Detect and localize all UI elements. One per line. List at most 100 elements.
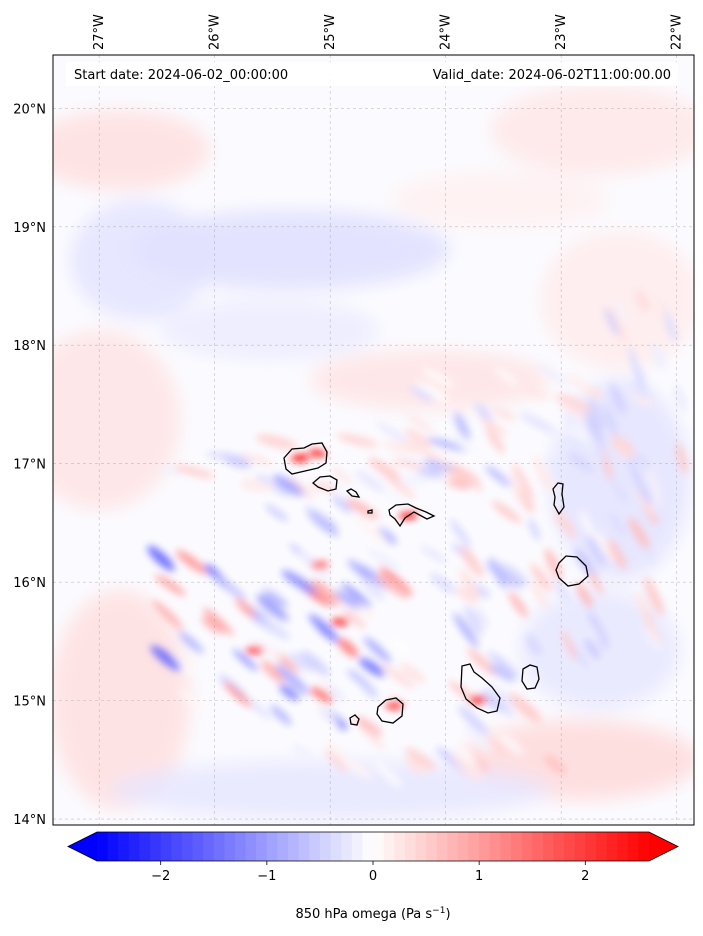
field-streak (557, 393, 593, 412)
field-streak (497, 561, 530, 586)
field-streak (635, 289, 650, 313)
field-streak (177, 689, 209, 710)
colorbar-segment (245, 832, 257, 861)
island-santo-antao (283, 442, 328, 475)
field-streak (389, 638, 410, 655)
field-streak (239, 453, 275, 466)
colorbar-segment (150, 832, 162, 861)
island-brava (349, 714, 360, 726)
field-streak (270, 704, 292, 726)
field-streak (381, 663, 415, 690)
colorbar-outline (67, 831, 679, 862)
field-streak (467, 648, 497, 676)
field-streak (255, 434, 298, 449)
field-streak (174, 464, 216, 479)
field-streak (246, 633, 282, 660)
field-streak (406, 414, 436, 434)
field-streak (574, 547, 593, 576)
field-streak (565, 426, 590, 442)
field-streak (610, 433, 633, 449)
field-streak (309, 699, 339, 728)
field-streak (603, 404, 618, 437)
colorbar-title-text: 850 hPa omega (Pa s (295, 907, 432, 922)
field-streak (325, 738, 347, 760)
field-streak (609, 467, 630, 497)
colorbar-segment (171, 832, 183, 861)
colorbar-segment (394, 832, 406, 861)
field-streak (262, 590, 289, 607)
field-streak (643, 433, 656, 457)
lat-tick-label: 19°N (13, 221, 46, 236)
colorbar-tick-label: −2 (151, 869, 170, 884)
field-streak (345, 498, 379, 520)
colorbar-segment (383, 832, 395, 861)
field-streak (355, 470, 385, 493)
lon-tick-label: 23°W (554, 14, 569, 50)
field-streak (532, 456, 556, 495)
field-streak (634, 485, 655, 517)
field-streak (487, 737, 510, 755)
field-streak (553, 509, 577, 539)
field-streak (334, 590, 361, 609)
field-streak (651, 342, 667, 371)
field-streak (152, 599, 183, 630)
island-sal (552, 482, 565, 516)
colorbar-segment (447, 832, 459, 861)
field-streak (149, 581, 173, 602)
field-streak (354, 716, 383, 736)
field-streak (375, 422, 413, 445)
field-streak (414, 381, 450, 403)
field-streak (624, 382, 656, 401)
field-streak (336, 433, 379, 448)
field-streak (342, 757, 373, 779)
field-streak (561, 630, 577, 660)
field-streak (514, 381, 550, 401)
field-streak (530, 563, 552, 593)
field-streak (474, 606, 490, 629)
field-streak (584, 638, 600, 660)
lat-tick-label: 15°N (13, 695, 46, 710)
field-streak (275, 664, 310, 695)
field-streak (607, 539, 627, 570)
colorbar-segment (457, 832, 470, 861)
field-streak (421, 368, 456, 388)
field-streak (489, 556, 508, 590)
colorbar-title-close: ) (445, 907, 450, 922)
field-streak (454, 412, 471, 442)
colorbar-segment (511, 832, 523, 861)
field-streak (360, 576, 385, 601)
field-streak (308, 614, 336, 638)
colorbar-segment (468, 832, 480, 861)
info-box (66, 62, 678, 86)
field-streak (587, 428, 606, 463)
field-streak (463, 722, 492, 754)
colorbar-high-extension (649, 832, 678, 861)
island-maio (521, 664, 540, 690)
field-streak (508, 692, 541, 718)
field-patch (520, 590, 680, 710)
field-streak (460, 546, 484, 578)
colorbar-segment (330, 832, 342, 861)
field-hotspot (246, 646, 264, 654)
colorbar-segment (532, 832, 544, 861)
field-streak (202, 607, 234, 636)
colorbar-segment (319, 832, 332, 861)
colorbar-segment (288, 832, 300, 861)
field-streak (507, 470, 527, 506)
field-streak (356, 675, 378, 699)
field-streak (304, 506, 338, 528)
colorbar-ticks: −2 −1 0 1 2 (151, 861, 589, 884)
field-streak (568, 453, 594, 473)
colorbar-segment (341, 832, 353, 861)
lat-tick-label: 17°N (13, 458, 46, 473)
field-streak (265, 504, 289, 522)
field-streak (469, 755, 490, 772)
field-streak (406, 756, 430, 773)
field-streak (675, 442, 688, 475)
field-streak (489, 663, 515, 683)
island-fogo (376, 697, 404, 724)
colorbar-segment (606, 832, 618, 861)
field-streak (377, 527, 398, 545)
colorbar-segment (595, 832, 608, 861)
field-streak (458, 568, 480, 600)
